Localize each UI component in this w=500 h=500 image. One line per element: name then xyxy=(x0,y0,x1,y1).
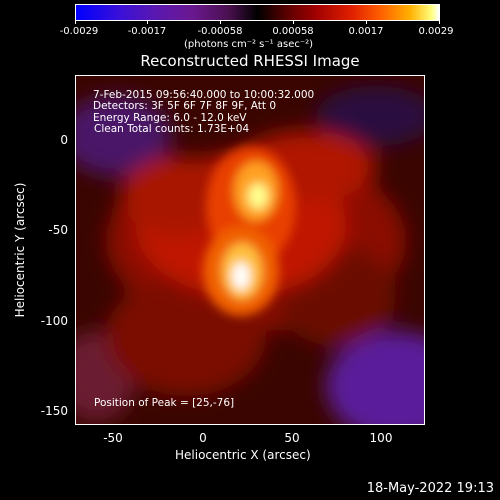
info-detectors: Detectors: 3F 5F 6F 7F 8F 9F, Att 0 xyxy=(93,100,277,112)
x-axis-label: Heliocentric X (arcsec) xyxy=(175,448,311,462)
x-tick-label: 50 xyxy=(284,431,300,445)
x-tick-label: -50 xyxy=(103,431,123,445)
y-tick-label: 0 xyxy=(60,133,68,147)
colorbar-tick-label: -0.0029 xyxy=(59,26,99,37)
colorbar-tickmark xyxy=(293,20,294,24)
colorbar-tick-label: -0.0017 xyxy=(127,26,167,37)
x-tick-label: 0 xyxy=(199,431,207,445)
footer-timestamp: 18-May-2022 19:13 xyxy=(366,481,494,496)
info-clean-counts: Clean Total counts: 1.73E+04 xyxy=(94,123,250,135)
y-axis-label: Heliocentric Y (arcsec) xyxy=(13,182,27,318)
image-plot: 7-Feb-2015 09:56:40.000 to 10:00:32.000 … xyxy=(75,75,425,425)
peak-position-text: Position of Peak = [25,-76] xyxy=(94,397,235,409)
colorbar-tick-label: 0.0029 xyxy=(418,26,454,37)
flux-image xyxy=(76,76,424,424)
colorbar-units: (photons cm⁻² s⁻¹ asec⁻²) xyxy=(184,39,314,50)
plot-title: Reconstructed RHESSI Image xyxy=(140,52,360,70)
colorbar-tick-label: 0.00058 xyxy=(272,26,314,37)
colorbar-tickmark xyxy=(366,20,367,24)
y-tick-label: -50 xyxy=(48,223,68,237)
info-time-range: 7-Feb-2015 09:56:40.000 to 10:00:32.000 xyxy=(93,89,315,101)
y-tick-label: -100 xyxy=(40,314,68,328)
colorbar-tickmark xyxy=(75,20,76,24)
y-tick-label: -150 xyxy=(40,404,68,418)
info-energy-range: Energy Range: 6.0 - 12.0 keV xyxy=(93,112,247,124)
colorbar-tickmark xyxy=(439,20,440,24)
colorbar-tick-label: -0.00058 xyxy=(197,26,243,37)
colorbar-tickmark xyxy=(220,20,221,24)
colorbar-tickmark xyxy=(147,20,148,24)
x-tick-label: 100 xyxy=(369,431,393,445)
colorbar xyxy=(75,4,440,21)
colorbar-tick-label: 0.0017 xyxy=(348,26,384,37)
